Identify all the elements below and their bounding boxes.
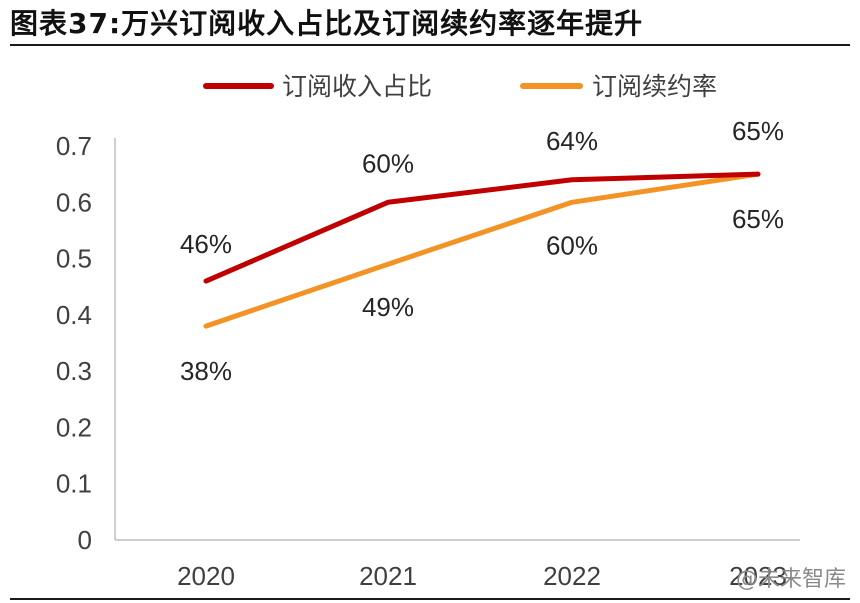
data-label: 60% bbox=[362, 148, 414, 178]
x-tick-label: 2020 bbox=[177, 561, 235, 591]
series-line-1 bbox=[203, 171, 761, 284]
figure-title: 图表37:万兴订阅收入占比及订阅续约率逐年提升 bbox=[10, 7, 644, 40]
title-divider bbox=[10, 44, 850, 46]
data-label: 64% bbox=[546, 126, 598, 156]
watermark-text: @未来智库 bbox=[735, 567, 846, 592]
y-tick-label: 0.7 bbox=[56, 131, 92, 161]
bottom-divider bbox=[10, 598, 850, 600]
x-tick-label: 2023 bbox=[729, 561, 787, 591]
y-tick-label: 0.5 bbox=[56, 244, 92, 274]
x-tick-label: 2022 bbox=[543, 561, 601, 591]
y-tick-label: 0.1 bbox=[56, 469, 92, 499]
y-tick-label: 0 bbox=[78, 525, 92, 555]
x-tick-label: 2021 bbox=[359, 561, 417, 591]
data-label: 46% bbox=[180, 229, 232, 259]
series-line-2 bbox=[203, 171, 761, 329]
data-label: 60% bbox=[546, 230, 598, 260]
legend-label: 订阅续约率 bbox=[592, 72, 717, 101]
y-tick-label: 0.6 bbox=[56, 187, 92, 217]
data-label: 65% bbox=[732, 204, 784, 234]
data-label: 38% bbox=[180, 356, 232, 386]
y-tick-label: 0.4 bbox=[56, 300, 92, 330]
y-tick-label: 0.2 bbox=[56, 412, 92, 442]
data-label: 65% bbox=[732, 116, 784, 146]
data-label: 49% bbox=[362, 292, 414, 322]
legend-label: 订阅收入占比 bbox=[282, 72, 432, 101]
y-tick-label: 0.3 bbox=[56, 356, 92, 386]
